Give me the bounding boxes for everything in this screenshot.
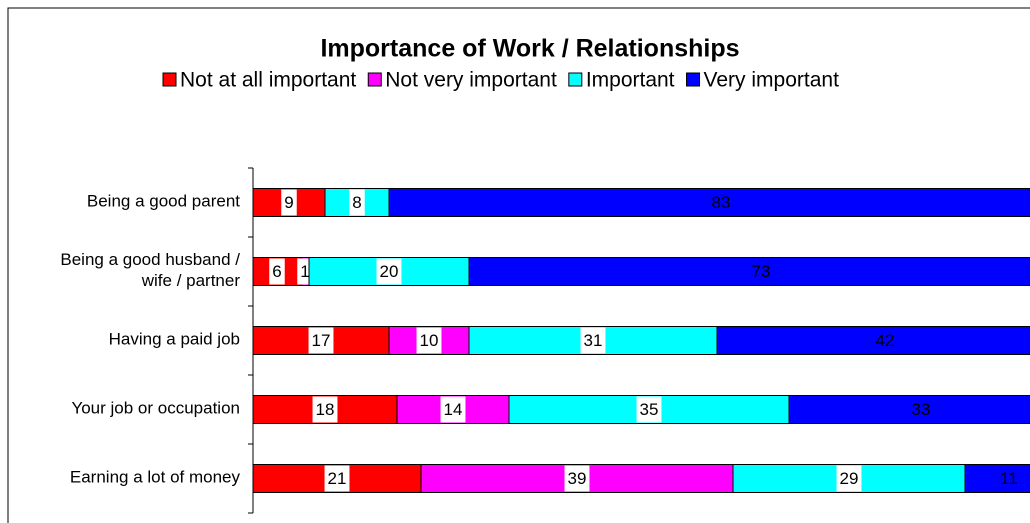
y-tick-label: Being a good husband / wife / partner [60, 250, 240, 290]
y-tick-label-line: Being a good husband / [60, 250, 240, 269]
legend-label: Not very important [385, 69, 557, 92]
data-label: 11 [1000, 469, 1018, 488]
data-label: 10 [420, 331, 439, 350]
data-label: 83 [712, 193, 731, 212]
legend-swatch [367, 72, 382, 87]
y-tick-label: Having a paid job [109, 330, 240, 349]
bar-segment [788, 395, 1030, 424]
data-label: 9 [284, 193, 293, 212]
bar-segment [964, 464, 1030, 493]
y-tick-label: Earning a lot of money [70, 468, 241, 487]
data-label-bg [636, 396, 662, 423]
data-label-bg [281, 189, 297, 216]
data-label-bg [564, 465, 590, 492]
legend-swatch [568, 72, 583, 87]
data-label: 33 [912, 400, 931, 419]
data-label: 31 [584, 331, 603, 350]
data-label-bg [349, 189, 365, 216]
data-label: 20 [380, 262, 399, 281]
legend-label: Important [586, 69, 675, 92]
legend-swatch [686, 72, 701, 87]
data-label-bg [376, 258, 402, 285]
data-label-bg [416, 327, 442, 354]
data-label-bg [580, 327, 606, 354]
bar-segment [716, 326, 1030, 355]
data-label-bg [440, 396, 466, 423]
data-label: 1 [300, 262, 309, 281]
data-label-bg [312, 396, 338, 423]
data-label: 8 [352, 193, 361, 212]
data-label-bg [308, 327, 334, 354]
y-tick-label-line: Being a good parent [87, 192, 240, 211]
bar-segment [468, 257, 1030, 286]
data-label: 6 [272, 262, 281, 281]
y-tick-label-line: Your job or occupation [71, 399, 240, 418]
data-label: 21 [328, 469, 347, 488]
y-tick-label: Being a good parent [87, 192, 240, 211]
data-label: 14 [444, 400, 463, 419]
legend-label: Very important [704, 69, 840, 92]
legend-label: Not at all important [180, 69, 356, 92]
data-label-bg [836, 465, 862, 492]
data-label: 35 [640, 400, 659, 419]
data-label: 29 [840, 469, 859, 488]
bar-segment [388, 188, 1030, 217]
y-tick-label-line: Having a paid job [109, 330, 240, 349]
data-label: 42 [876, 331, 895, 350]
data-label-bg [324, 465, 350, 492]
chart-title: Importance of Work / Relationships [320, 35, 739, 63]
legend-swatch [162, 72, 177, 87]
y-tick-label: Your job or occupation [71, 399, 240, 418]
data-label: 17 [312, 331, 331, 350]
data-label: 39 [568, 469, 587, 488]
y-tick-label-line: wife / partner [141, 271, 241, 290]
y-tick-label-line: Earning a lot of money [70, 468, 241, 487]
data-label: 73 [752, 262, 771, 281]
data-label-bg [269, 258, 285, 285]
data-label: 18 [316, 400, 335, 419]
